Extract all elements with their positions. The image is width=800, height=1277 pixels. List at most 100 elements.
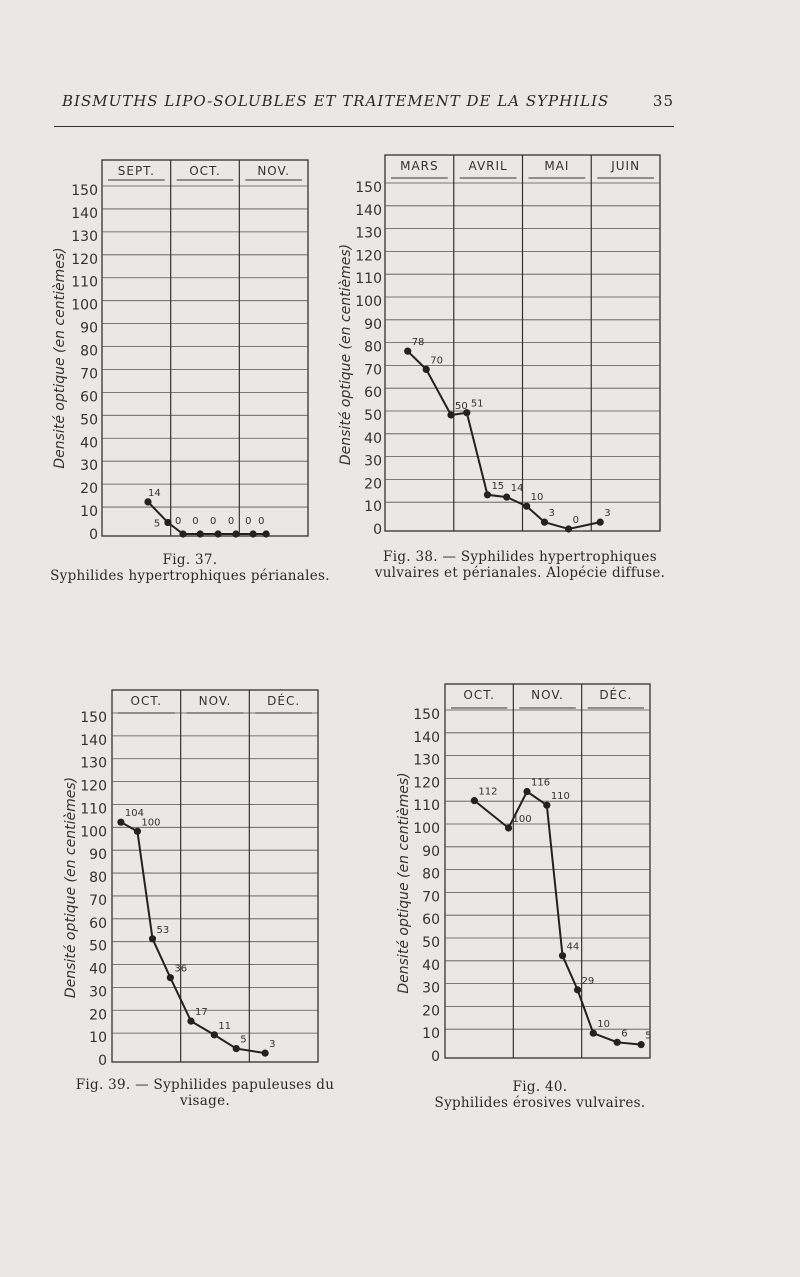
y-tick-label: 140 xyxy=(71,206,98,222)
data-point xyxy=(422,365,430,373)
data-point xyxy=(210,1031,218,1039)
data-label: 36 xyxy=(174,964,187,975)
y-tick-label: 140 xyxy=(413,730,440,746)
y-tick-label: 10 xyxy=(422,1026,440,1042)
data-label: 0 xyxy=(573,515,579,526)
y-tick-label: 80 xyxy=(422,867,440,883)
y-tick-label: 60 xyxy=(422,912,440,928)
y-tick-label: 130 xyxy=(355,226,382,242)
y-tick-label: 20 xyxy=(422,1003,440,1019)
data-label: 14 xyxy=(511,483,524,494)
data-label: 51 xyxy=(471,399,484,410)
data-label: 0 xyxy=(192,516,198,527)
data-label: 10 xyxy=(597,1019,610,1030)
data-point xyxy=(214,530,222,538)
y-axis-label: Densité optique (en centièmes) xyxy=(338,244,354,465)
figure-caption: Syphilides érosives vulvaires. xyxy=(434,1095,646,1111)
y-tick-label: 10 xyxy=(89,1030,107,1046)
y-tick-label: 30 xyxy=(89,984,107,1000)
y-tick-label: 130 xyxy=(80,756,107,772)
data-point xyxy=(613,1038,621,1046)
data-point xyxy=(596,518,604,526)
y-tick-label: 30 xyxy=(422,981,440,997)
running-header: BISMUTHS LIPO-SOLUBLES ET TRAITEMENT DE … xyxy=(62,92,674,110)
month-label: AVRIL xyxy=(469,159,508,173)
chart-fig-3: 0 10 20 30 40 50 60 70 80 90 100 110 120 130 140 150 OCT… xyxy=(63,689,319,1069)
data-label: 0 xyxy=(258,516,264,527)
data-point xyxy=(483,491,492,499)
y-tick-label: 10 xyxy=(80,504,98,520)
figure-caption: Syphilides papuleuses du visage. xyxy=(153,1077,335,1109)
y-tick-label: 120 xyxy=(71,252,98,268)
data-label: 78 xyxy=(412,337,425,348)
data-label: 5 xyxy=(240,1035,246,1046)
figure-caption: Syphilides hypertrophiques vulvaires et … xyxy=(374,549,666,581)
data-point xyxy=(564,525,573,533)
data-point xyxy=(196,530,204,538)
header-rule xyxy=(54,126,674,127)
y-tick-label: 130 xyxy=(413,753,440,769)
data-point xyxy=(463,409,471,417)
data-point xyxy=(470,797,478,805)
data-label: 3 xyxy=(604,508,610,519)
data-point xyxy=(543,801,551,809)
month-label: OCT. xyxy=(463,688,495,702)
figure-number: Fig. 39. — xyxy=(75,1077,149,1093)
data-label: 100 xyxy=(513,814,532,825)
data-point xyxy=(262,530,270,538)
data-point xyxy=(589,1029,597,1037)
data-label: 5 xyxy=(645,1031,651,1042)
y-axis-label: Densité optique (en centièmes) xyxy=(52,247,68,468)
y-tick-label: 80 xyxy=(80,344,98,360)
data-label: 5 xyxy=(154,519,160,530)
y-tick-label: 60 xyxy=(80,389,98,405)
data-point xyxy=(558,952,567,960)
data-label: 116 xyxy=(531,778,550,789)
data-point xyxy=(133,827,142,835)
y-tick-label: 150 xyxy=(355,180,382,196)
data-point xyxy=(447,411,455,419)
caption-fig38: Fig. 38. — Syphilides hypertrophiques vu… xyxy=(360,549,680,581)
data-point xyxy=(117,818,125,826)
caption-fig37: Fig. 37. Syphilides hypertrophiques péri… xyxy=(20,552,360,584)
y-tick-label: 30 xyxy=(80,458,98,474)
figure-number: Fig. 40. xyxy=(512,1079,568,1095)
y-tick-label: 0 xyxy=(98,1053,107,1069)
data-label: 0 xyxy=(228,516,234,527)
y-tick-label: 120 xyxy=(355,248,382,264)
y-tick-label: 110 xyxy=(80,801,107,817)
y-tick-label: 20 xyxy=(80,481,98,497)
data-point xyxy=(523,787,531,796)
y-tick-label: 70 xyxy=(89,893,107,909)
y-tick-label: 40 xyxy=(364,431,382,447)
data-line xyxy=(120,821,266,1055)
y-tick-label: 110 xyxy=(413,798,440,814)
data-point xyxy=(144,498,152,506)
y-tick-label: 120 xyxy=(413,775,440,791)
data-point xyxy=(503,493,511,501)
data-label: 3 xyxy=(269,1039,275,1050)
data-point xyxy=(232,530,240,538)
y-tick-label: 90 xyxy=(80,321,98,337)
figure-caption: Syphilides hypertrophiques périanales. xyxy=(50,568,330,584)
y-tick-label: 0 xyxy=(373,522,382,538)
data-point xyxy=(504,824,513,832)
data-label: 50 xyxy=(455,401,468,412)
y-tick-label: 90 xyxy=(364,317,382,333)
month-label: MARS xyxy=(400,159,439,173)
data-label: 15 xyxy=(491,481,504,492)
y-tick-label: 100 xyxy=(71,298,98,314)
figure-number: Fig. 38. — xyxy=(383,549,457,565)
chart-frame xyxy=(444,683,651,1059)
y-tick-label: 50 xyxy=(80,412,98,428)
y-tick-label: 10 xyxy=(364,499,382,515)
y-tick-label: 60 xyxy=(89,916,107,932)
y-axis-label: Densité optique (en centièmes) xyxy=(396,772,412,993)
data-label: 6 xyxy=(621,1028,627,1039)
caption-fig40: Fig. 40. Syphilides érosives vulvaires. xyxy=(390,1079,690,1111)
data-point xyxy=(540,518,549,526)
month-label: OCT. xyxy=(189,164,221,178)
y-tick-label: 130 xyxy=(71,229,98,245)
y-tick-label: 50 xyxy=(89,939,107,955)
